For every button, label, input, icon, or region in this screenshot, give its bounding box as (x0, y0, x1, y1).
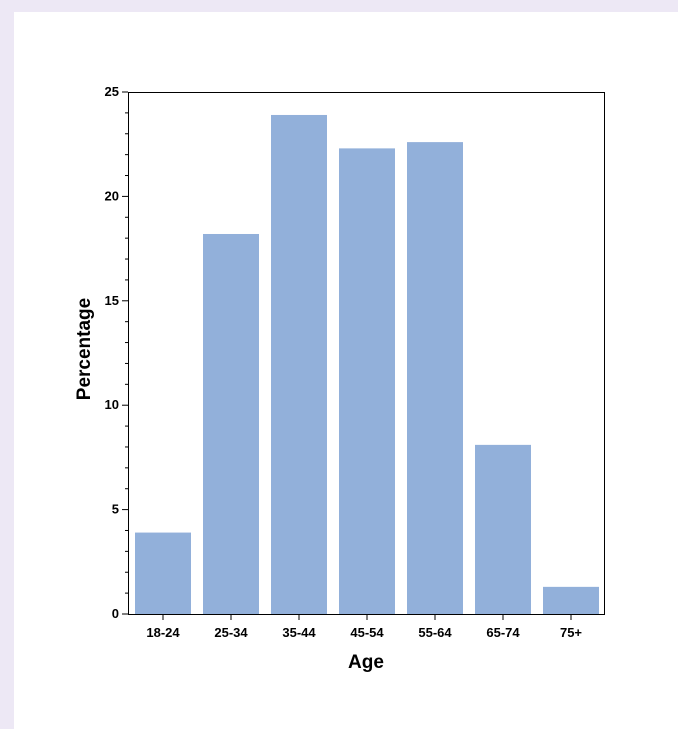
y-tick-label: 15 (105, 293, 119, 308)
x-tick-label: 65-74 (486, 625, 520, 640)
x-tick-label: 55-64 (418, 625, 452, 640)
chart-panel: 0 5 10 15 20 25 18-24 25-34 35-44 45-54 55-64 65-7… (14, 12, 678, 729)
y-tick-label: 0 (112, 606, 119, 621)
x-tick-label: 18-24 (146, 625, 180, 640)
y-tick-label: 10 (105, 397, 119, 412)
y-tick-label: 20 (105, 188, 119, 203)
bar-35-44 (271, 114, 327, 614)
x-tick-label: 45-54 (350, 625, 384, 640)
y-axis: 0 5 10 15 20 25 (105, 84, 128, 621)
bar-75+ (543, 586, 599, 614)
bar-chart: 0 5 10 15 20 25 18-24 25-34 35-44 45-54 55-64 65-7… (74, 84, 605, 673)
x-tick-label: 35-44 (282, 625, 316, 640)
bar-45-54 (339, 148, 395, 614)
bar-25-34 (203, 233, 259, 614)
bar-65-74 (475, 444, 531, 614)
x-axis: 18-24 25-34 35-44 45-54 55-64 65-74 75+ (146, 614, 582, 640)
bars-group (135, 114, 599, 614)
y-tick-label: 25 (105, 84, 119, 99)
x-axis-title: Age (348, 652, 384, 673)
bar-55-64 (407, 142, 463, 614)
x-tick-label: 75+ (560, 625, 582, 640)
y-tick-label: 5 (112, 502, 119, 517)
y-axis-title: Percentage (74, 298, 95, 400)
plot-frame (128, 92, 605, 615)
x-tick-label: 25-34 (214, 625, 248, 640)
bar-18-24 (135, 532, 191, 614)
